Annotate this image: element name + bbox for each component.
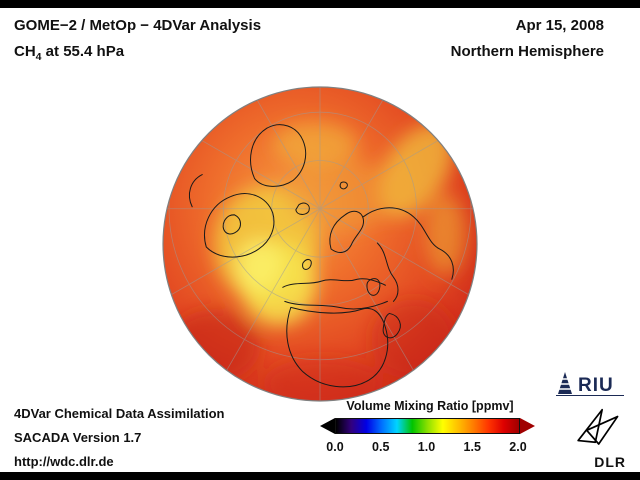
colorbar-arrow-right: [520, 418, 535, 434]
top-black-bar: [0, 0, 640, 8]
colorbar-title: Volume Mixing Ratio [ppmv]: [346, 399, 514, 413]
colorbar-gradient: [335, 418, 520, 434]
bottom-black-bar: [0, 472, 640, 480]
credit-line-3: http://wdc.dlr.de: [14, 454, 114, 469]
colorbar-tick: 1.5: [463, 440, 481, 454]
colorbar-ticks: 0.0 0.5 1.0 1.5 2.0: [326, 440, 526, 456]
figure-date: Apr 15, 2008: [515, 17, 604, 34]
colorbar-tick: 2.0: [509, 440, 527, 454]
figure-region: Northern Hemisphere: [450, 43, 604, 60]
colorbar-tick: 0.0: [326, 440, 344, 454]
globe-map: [162, 86, 478, 402]
colorbar-tick: 0.5: [372, 440, 390, 454]
dlr-logo-text: DLR: [594, 454, 626, 470]
figure-subtitle: CH4 at 55.4 hPa: [14, 43, 125, 63]
title-block: GOME−2 / MetOp − 4DVar Analysis CH4 at 5…: [14, 13, 261, 70]
riu-logo: RIU: [554, 370, 626, 403]
colorbar: [320, 418, 535, 434]
colorbar-tick: 1.0: [417, 440, 436, 454]
globe-limb: [162, 86, 478, 402]
footer-credits: 4DVar Chemical Data Assimilation SACADA …: [14, 402, 225, 474]
date-block: Apr 15, 2008 Northern Hemisphere: [451, 13, 604, 65]
dlr-logo-icon: [577, 408, 619, 445]
credit-line-2: SACADA Version 1.7: [14, 430, 142, 445]
riu-logo-text: RIU: [578, 375, 614, 396]
credit-line-1: 4DVar Chemical Data Assimilation: [14, 406, 225, 421]
coastlines: [189, 124, 454, 388]
figure-title: GOME−2 / MetOp − 4DVar Analysis: [14, 17, 262, 34]
riu-logo-icon: RIU: [556, 372, 624, 396]
colorbar-arrow-left: [320, 418, 335, 434]
globe-svg: [162, 86, 478, 402]
dlr-logo: DLR: [568, 404, 626, 470]
